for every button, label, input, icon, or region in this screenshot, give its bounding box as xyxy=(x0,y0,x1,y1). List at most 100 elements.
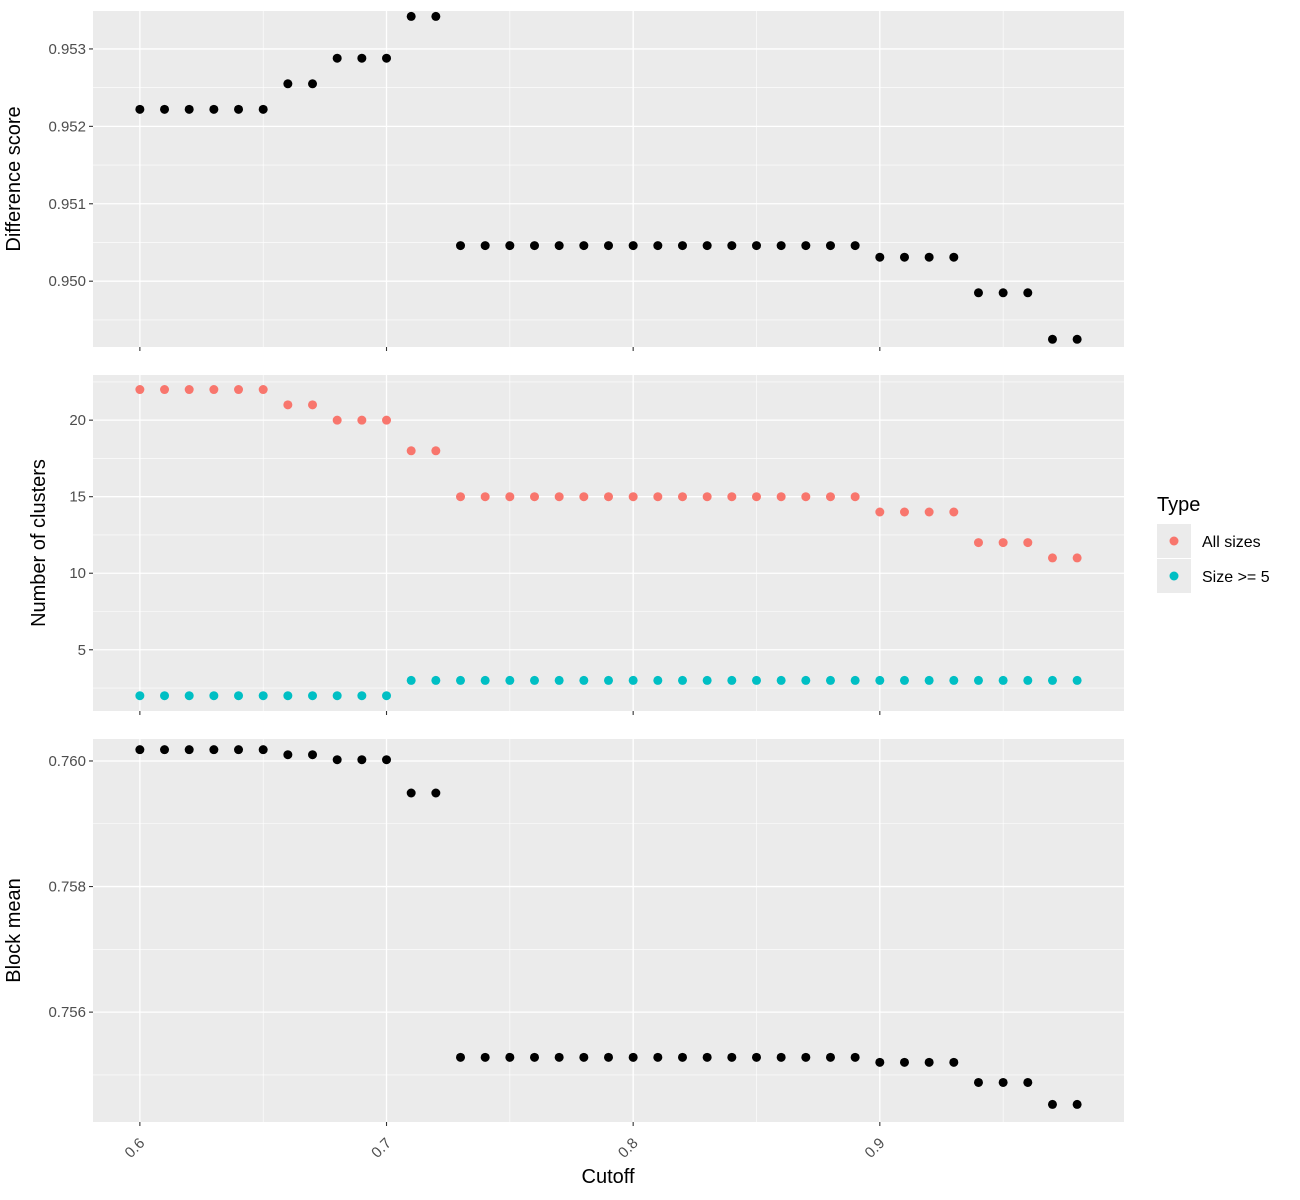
data-point xyxy=(825,492,835,502)
data-point xyxy=(1023,675,1033,685)
data-point xyxy=(332,53,342,63)
data-point xyxy=(924,1057,934,1067)
data-point xyxy=(924,252,934,262)
data-point xyxy=(579,675,589,685)
y-tick-label: 20 xyxy=(69,412,86,429)
data-point xyxy=(727,241,737,251)
y-axis-title: Block mean xyxy=(3,878,25,983)
data-point xyxy=(677,1052,687,1062)
data-point xyxy=(1047,1099,1057,1109)
data-point xyxy=(406,788,416,798)
data-point xyxy=(258,691,268,701)
data-point xyxy=(702,241,712,251)
panel-top: 0.950 0.951 0.952 0.953 Difference score xyxy=(3,11,1124,351)
data-point xyxy=(825,1052,835,1062)
legend-entry-all-sizes: All sizes xyxy=(1157,524,1261,558)
data-point xyxy=(776,1052,786,1062)
data-point xyxy=(234,104,244,114)
data-point xyxy=(998,675,1008,685)
data-point xyxy=(628,241,638,251)
data-point xyxy=(1072,553,1082,563)
x-tick-label: 0.8 xyxy=(615,1135,642,1162)
data-point xyxy=(480,1052,490,1062)
data-point xyxy=(899,252,909,262)
data-point xyxy=(727,675,737,685)
y-tick-label: 0.758 xyxy=(48,879,86,896)
legend-point-size-ge-5 xyxy=(1169,571,1179,581)
series-series-0 xyxy=(135,745,1082,1109)
data-point xyxy=(382,691,392,701)
data-point xyxy=(751,675,761,685)
data-point xyxy=(357,415,367,425)
data-point xyxy=(382,755,392,765)
x-tick-label: 0.7 xyxy=(368,1135,395,1162)
panel-bottom: 0.756 0.758 0.760 Block mean 0.6 0.7 0.8 0.9 xyxy=(3,739,1124,1162)
data-point xyxy=(258,745,268,755)
data-point xyxy=(1047,553,1057,563)
data-point xyxy=(998,288,1008,298)
data-point xyxy=(283,750,293,760)
data-point xyxy=(973,538,983,548)
data-point xyxy=(209,745,219,755)
data-point xyxy=(184,691,194,701)
data-point xyxy=(160,691,170,701)
data-point xyxy=(357,691,367,701)
data-point xyxy=(308,750,318,760)
data-point xyxy=(1047,675,1057,685)
data-point xyxy=(949,252,959,262)
data-point xyxy=(209,104,219,114)
data-point xyxy=(456,241,466,251)
panel-background xyxy=(93,11,1124,347)
data-point xyxy=(505,241,515,251)
data-point xyxy=(973,288,983,298)
data-point xyxy=(604,1052,613,1062)
data-point xyxy=(160,104,170,114)
data-point xyxy=(431,675,441,685)
data-point xyxy=(431,446,441,456)
data-point xyxy=(135,745,145,755)
data-point xyxy=(456,675,466,685)
y-tick-label: 15 xyxy=(69,489,86,506)
data-point xyxy=(653,241,663,251)
data-point xyxy=(184,104,194,114)
data-point xyxy=(308,400,318,410)
data-point xyxy=(554,1052,564,1062)
data-point xyxy=(899,1057,909,1067)
y-tick-label: 0.951 xyxy=(48,196,86,213)
data-point xyxy=(1072,1099,1082,1109)
x-tick-label: 0.9 xyxy=(862,1135,889,1162)
data-point xyxy=(530,1052,540,1062)
data-point xyxy=(505,675,515,685)
data-point xyxy=(801,241,811,251)
data-point xyxy=(579,241,589,251)
data-point xyxy=(924,507,934,517)
data-point xyxy=(382,53,392,63)
data-point xyxy=(998,1077,1008,1087)
data-point xyxy=(1023,538,1033,548)
data-point xyxy=(949,1057,959,1067)
data-point xyxy=(332,415,342,425)
y-axis-title: Number of clusters xyxy=(28,459,50,627)
data-point xyxy=(530,492,540,502)
data-point xyxy=(973,675,983,685)
data-point xyxy=(875,675,885,685)
data-point xyxy=(924,675,934,685)
data-point xyxy=(776,241,786,251)
data-point xyxy=(604,492,613,502)
data-point xyxy=(431,11,441,21)
data-point xyxy=(1023,1077,1033,1087)
data-point xyxy=(530,675,540,685)
data-point xyxy=(628,492,638,502)
data-point xyxy=(1047,334,1057,344)
data-point xyxy=(628,1052,638,1062)
data-point xyxy=(579,492,589,502)
data-point xyxy=(209,385,219,395)
data-point xyxy=(308,691,318,701)
data-point xyxy=(505,492,515,502)
data-point xyxy=(184,385,194,395)
data-point xyxy=(949,675,959,685)
data-point xyxy=(357,53,367,63)
data-point xyxy=(283,691,293,701)
data-point xyxy=(628,675,638,685)
